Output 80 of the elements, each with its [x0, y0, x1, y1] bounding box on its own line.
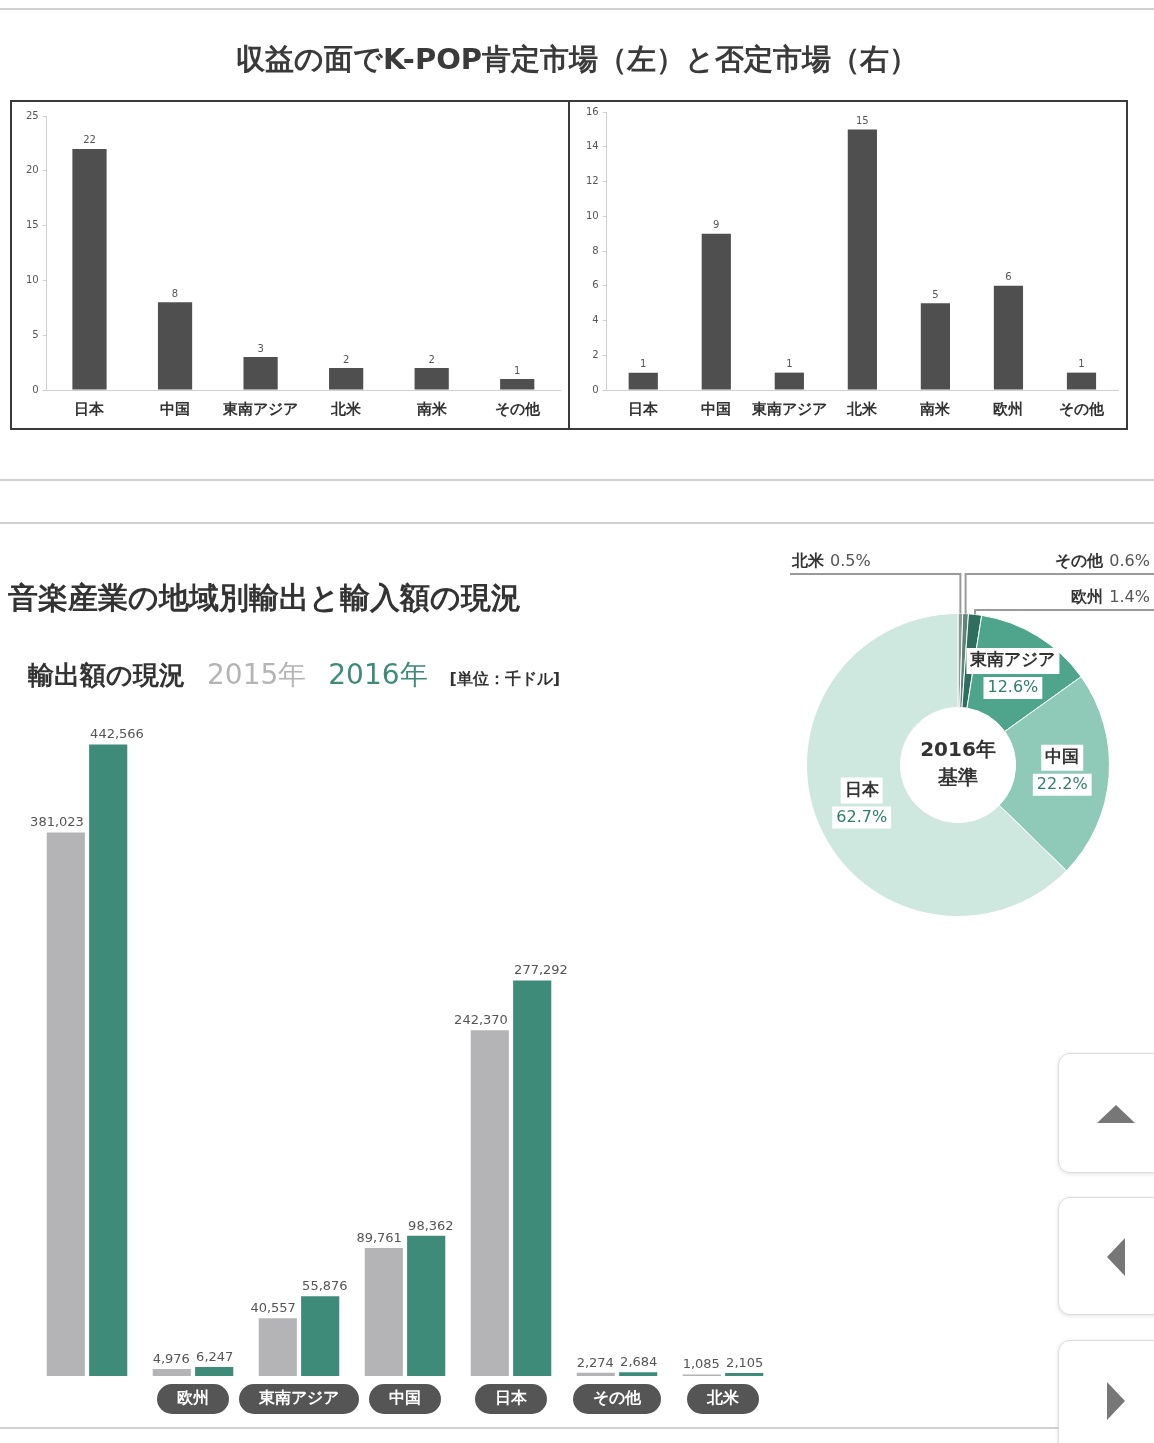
y-tick-label: 12	[585, 175, 599, 187]
data-label: 5	[932, 288, 939, 300]
data-label: 62.7%	[836, 806, 888, 826]
y-tick-label: 5	[32, 328, 39, 340]
data-label: 1	[786, 358, 793, 370]
x-tick-label: 中国	[160, 399, 191, 418]
data-label: 1,085	[682, 1356, 720, 1372]
data-label: 277,292	[514, 962, 568, 978]
x-tick-label: 日本	[74, 399, 106, 418]
data-label: 55,876	[302, 1278, 348, 1294]
data-label: 381,023	[30, 814, 84, 830]
x-tick-label: その他	[1058, 399, 1105, 418]
slice-label: 欧州	[1071, 587, 1104, 606]
y-tick-label: 6	[592, 279, 599, 291]
data-label: 4,976	[152, 1350, 190, 1366]
data-label: 98,362	[408, 1217, 454, 1233]
y-tick-label: 4	[592, 314, 599, 326]
data-label: 2	[342, 353, 350, 365]
slice-label: 北米	[791, 551, 825, 570]
y-tick-label: 2	[592, 348, 599, 360]
chart-title: 音楽産業の地域別輸出と輸入額の現況	[8, 580, 521, 615]
data-label: 2,274	[576, 1354, 614, 1370]
data-label: 89,761	[356, 1229, 402, 1245]
slice-label: 東南アジア	[969, 649, 1056, 670]
x-tick-label: 南米	[415, 399, 448, 418]
data-label: 15	[856, 114, 869, 126]
y-tick-label: 16	[585, 105, 599, 117]
data-label: 6	[1005, 271, 1012, 283]
text: 2015年	[207, 657, 307, 693]
data-label: 2	[428, 353, 435, 365]
x-tick-label: 北米	[846, 399, 879, 418]
x-tick-label: 東南アジア	[258, 1388, 339, 1408]
x-tick-label: 日本	[628, 399, 660, 418]
text: 2016年基準	[920, 737, 996, 790]
chart-title: 収益の面でK-POP肯定市場（左）と否定市場（右）	[235, 42, 919, 76]
x-tick-label: 中国	[701, 399, 732, 418]
data-label: 0.5%	[830, 551, 871, 570]
x-tick-label: 欧州	[177, 1388, 209, 1408]
data-label: 9	[713, 219, 720, 231]
x-tick-label: 中国	[389, 1388, 421, 1408]
data-label: 3	[257, 342, 264, 354]
y-tick-label: 10	[25, 273, 39, 285]
y-tick-label: 10	[585, 209, 599, 221]
text: 2016年	[328, 657, 428, 693]
x-tick-label: 欧州	[993, 399, 1024, 418]
data-label: 6,247	[196, 1348, 234, 1364]
y-tick-label: 8	[592, 244, 599, 256]
x-tick-label: 北米	[706, 1388, 740, 1408]
slice-label: その他	[1055, 551, 1105, 570]
slice-label: 日本	[844, 779, 880, 800]
slice-label: 中国	[1045, 746, 1080, 767]
data-label: 2,684	[620, 1354, 658, 1370]
data-label: 0.6%	[1109, 551, 1151, 570]
data-label: 1	[1078, 358, 1085, 370]
data-label: 12.6%	[987, 677, 1039, 697]
x-tick-label: 東南アジア	[750, 399, 827, 418]
data-label: 242,370	[454, 1012, 508, 1028]
data-label: 1.4%	[1109, 587, 1151, 606]
x-tick-label: 東南アジア	[222, 399, 299, 418]
data-label: 40,557	[250, 1300, 296, 1316]
data-label: 1	[514, 364, 521, 376]
y-tick-label: 15	[25, 219, 39, 231]
y-tick-label: 25	[25, 109, 39, 121]
chart-subtitle: 輸出額の現況	[28, 659, 185, 692]
y-tick-label: 14	[585, 140, 599, 152]
x-tick-label: 北米	[330, 399, 363, 418]
text: [単位：千ドル]	[449, 669, 561, 690]
x-tick-label: 南米	[919, 399, 952, 418]
x-tick-label: その他	[494, 399, 541, 418]
data-label: 22.2%	[1036, 774, 1088, 794]
y-tick-label: 0	[32, 383, 39, 395]
data-label: 8	[171, 287, 179, 299]
data-label: 22	[83, 134, 96, 146]
data-label: 2,105	[726, 1354, 764, 1370]
y-tick-label: 0	[592, 383, 599, 395]
data-label: 1	[640, 358, 647, 370]
y-tick-label: 20	[25, 164, 39, 176]
x-tick-label: その他	[593, 1388, 642, 1408]
x-tick-label: 日本	[495, 1388, 528, 1408]
data-label: 442,566	[90, 726, 144, 742]
